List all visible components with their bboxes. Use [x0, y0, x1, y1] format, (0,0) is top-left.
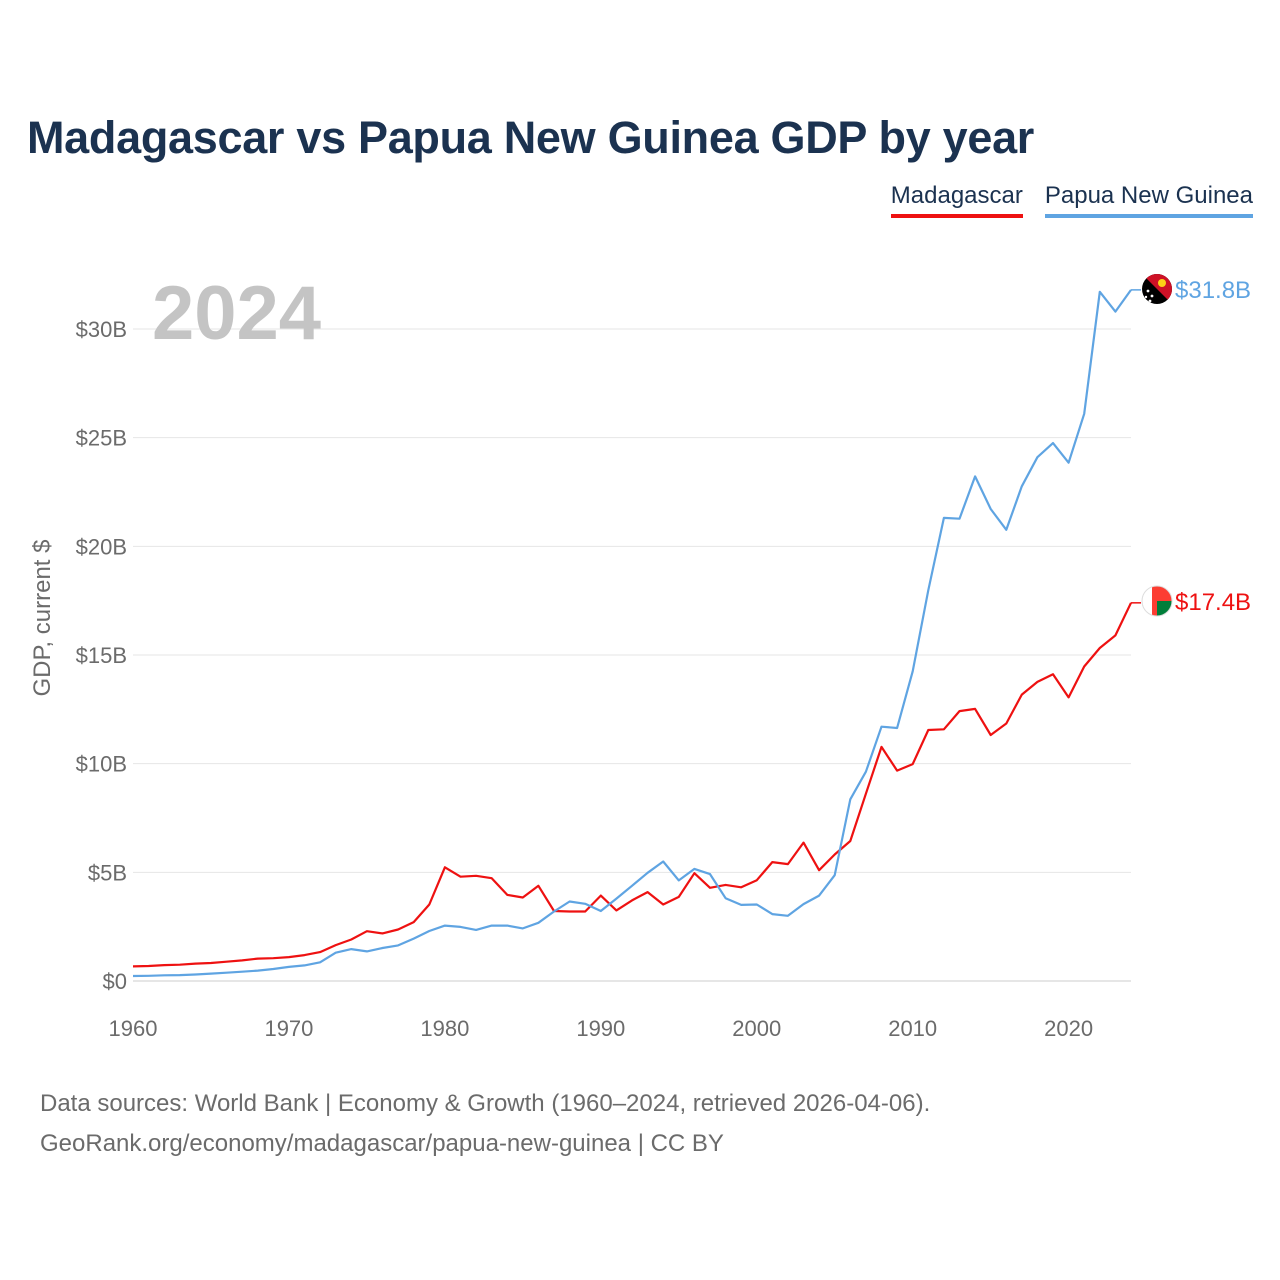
end-value-label-papua-new-guinea: $31.8B — [1175, 277, 1251, 304]
source-line-1: Data sources: World Bank | Economy & Gro… — [40, 1090, 931, 1117]
source-note: Data sources: World Bank | Economy & Gro… — [40, 1084, 930, 1164]
series-line-madagascar[interactable] — [132, 602, 1132, 968]
x-tick-label: 1990 — [576, 1016, 625, 1041]
gdp-line-chart: $0 $5B $10B $15B $20B $25B $30B 1960 1970 1980 199… — [29, 271, 1251, 1041]
legend-item-papua-new-guinea[interactable]: Papua New Guinea — [1044, 182, 1253, 218]
y-tick-label: $0 — [103, 969, 127, 994]
legend-item-madagascar[interactable]: Madagascar — [890, 182, 1023, 218]
y-tick-label: $5B — [88, 860, 127, 885]
papua-new-guinea-flag-icon — [1142, 274, 1172, 304]
x-tick-label: 1970 — [264, 1016, 313, 1041]
x-tick-label: 2000 — [732, 1016, 781, 1041]
series-line-papua-new-guinea[interactable] — [132, 289, 1132, 978]
legend: Madagascar Papua New Guinea — [890, 182, 1253, 218]
y-tick-label: $10B — [76, 752, 127, 777]
year-watermark: 2024 — [152, 271, 321, 356]
chart-title: Madagascar vs Papua New Guinea GDP by ye… — [27, 112, 1035, 163]
y-tick-label: $30B — [76, 317, 127, 342]
y-tick-label: $25B — [76, 426, 127, 451]
end-value-label-madagascar: $17.4B — [1175, 589, 1251, 616]
x-tick-label: 1980 — [420, 1016, 469, 1041]
y-tick-label: $15B — [76, 643, 127, 668]
x-tick-label: 1960 — [109, 1016, 158, 1041]
x-tick-label: 2020 — [1044, 1016, 1093, 1041]
madagascar-flag-icon — [1141, 585, 1173, 617]
x-tick-label: 2010 — [888, 1016, 937, 1041]
y-axis-label: GDP, current $ — [29, 540, 56, 697]
y-tick-label: $20B — [76, 534, 127, 559]
source-line-2[interactable]: GeoRank.org/economy/madagascar/papua-new… — [40, 1130, 724, 1157]
